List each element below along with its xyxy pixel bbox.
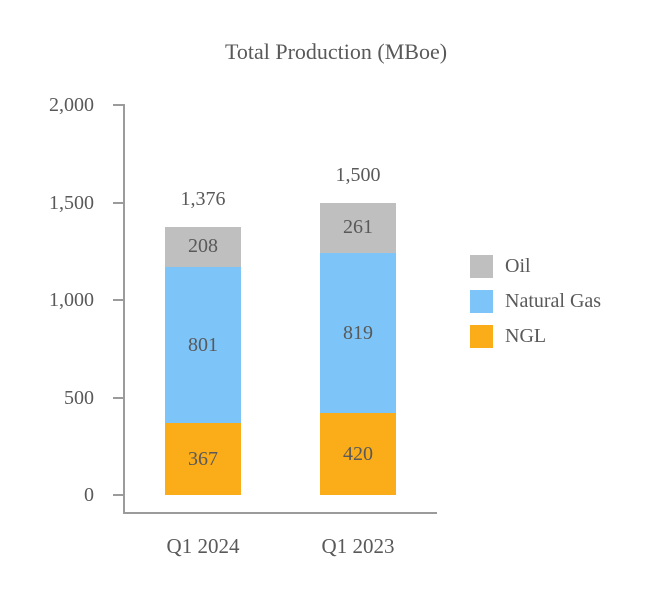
legend-swatch bbox=[470, 290, 493, 313]
bar-segment: 208 bbox=[165, 226, 241, 268]
legend-item: Oil bbox=[470, 255, 601, 278]
bar-segment-label: 819 bbox=[343, 321, 373, 344]
legend: Oil Natural Gas NGL bbox=[470, 255, 601, 348]
y-axis-tick bbox=[113, 299, 125, 301]
y-axis-tick bbox=[113, 201, 125, 204]
legend-label: Oil bbox=[505, 255, 531, 277]
bar-segment-label: 367 bbox=[188, 447, 218, 470]
bar-segment: 367 bbox=[165, 423, 241, 495]
bar-segment: 420 bbox=[320, 413, 396, 495]
bar-segment-label: 801 bbox=[188, 333, 218, 356]
y-axis-label: 500 bbox=[64, 386, 94, 409]
y-axis-label: 0 bbox=[84, 484, 94, 506]
legend-label: Natural Gas bbox=[505, 290, 602, 312]
bar-segment: 801 bbox=[165, 267, 241, 424]
bar-total-label: 1,376 bbox=[180, 187, 226, 210]
y-axis-label: 1,000 bbox=[49, 289, 94, 311]
x-axis-label: Q1 2024 bbox=[166, 534, 240, 558]
bar-segment: 261 bbox=[320, 202, 396, 254]
x-axis-label: Q1 2023 bbox=[321, 534, 395, 558]
bar-segment-label: 208 bbox=[188, 235, 218, 258]
bar-segment-label: 420 bbox=[343, 442, 373, 465]
legend-swatch bbox=[470, 255, 493, 278]
y-axis-tick bbox=[113, 104, 125, 106]
y-axis-label: 1,500 bbox=[49, 191, 94, 214]
legend-item: Natural Gas bbox=[470, 290, 601, 313]
legend-item: NGL bbox=[470, 325, 601, 348]
chart-title: Total Production (MBoe) bbox=[224, 39, 448, 64]
legend-label: NGL bbox=[505, 325, 547, 347]
bar-total-label: 1,500 bbox=[335, 163, 381, 186]
legend-swatch bbox=[470, 325, 493, 348]
y-axis-tick bbox=[113, 396, 125, 399]
y-axis-tick bbox=[113, 494, 125, 496]
bar-segment: 819 bbox=[320, 253, 396, 414]
y-axis-line bbox=[123, 104, 125, 513]
y-axis-label: 2,000 bbox=[49, 94, 94, 116]
x-axis-line bbox=[123, 512, 437, 514]
bar-segment-label: 261 bbox=[343, 216, 373, 239]
